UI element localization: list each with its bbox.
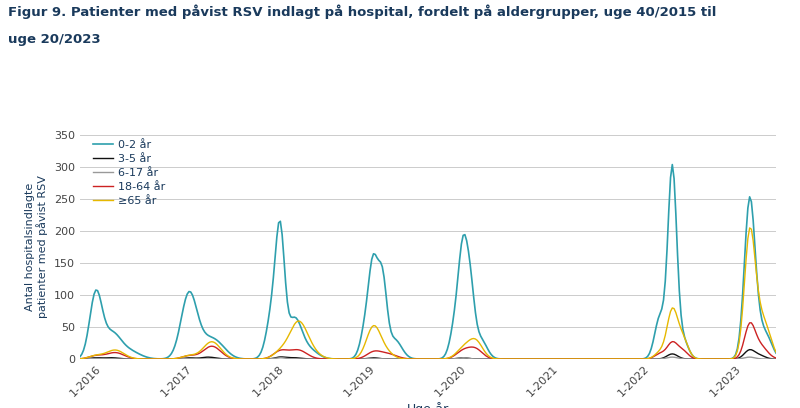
0-2 år [742, 230, 751, 235]
≥65 år [576, 357, 586, 361]
Line: 18-64 år: 18-64 år [80, 323, 776, 359]
≥65 år [490, 356, 499, 361]
Line: 3-5 år: 3-5 år [80, 350, 776, 359]
≥65 år [739, 282, 749, 286]
≥65 år [77, 356, 86, 361]
3-5 år [745, 347, 754, 352]
18-64 år [739, 336, 749, 341]
≥65 år [745, 226, 754, 231]
18-64 år [771, 355, 781, 360]
18-64 år [184, 353, 194, 358]
0-2 år [184, 289, 194, 294]
Line: 6-17 år: 6-17 år [80, 357, 776, 359]
3-5 år [771, 357, 781, 361]
≥65 år [158, 357, 167, 361]
6-17 år [158, 357, 167, 361]
0-2 år [432, 357, 442, 361]
Text: Figur 9. Patienter med påvist RSV indlagt på hospital, fordelt på aldergrupper, : Figur 9. Patienter med påvist RSV indlag… [8, 4, 716, 19]
6-17 år [75, 357, 85, 361]
Y-axis label: Antal hospitalsindlagte
patienter med påvist RSV: Antal hospitalsindlagte patienter med på… [25, 175, 49, 318]
0-2 år [667, 162, 677, 167]
3-5 år [739, 351, 749, 356]
3-5 år [184, 355, 194, 360]
≥65 år [75, 356, 85, 361]
6-17 år [432, 357, 442, 361]
6-17 år [667, 355, 677, 359]
Line: 0-2 år: 0-2 år [80, 164, 776, 359]
18-64 år [158, 357, 167, 361]
X-axis label: Uge-år: Uge-år [407, 402, 449, 408]
18-64 år [432, 357, 442, 361]
≥65 år [771, 350, 781, 355]
6-17 år [77, 357, 86, 361]
≥65 år [184, 353, 194, 358]
3-5 år [158, 357, 167, 361]
6-17 år [184, 356, 194, 361]
6-17 år [490, 357, 499, 361]
0-2 år [573, 357, 582, 361]
6-17 år [742, 355, 751, 360]
18-64 år [745, 320, 754, 325]
0-2 år [75, 354, 85, 359]
6-17 år [562, 357, 572, 361]
18-64 år [576, 357, 586, 361]
3-5 år [490, 357, 499, 361]
18-64 år [77, 356, 86, 361]
18-64 år [75, 356, 85, 361]
3-5 år [562, 357, 572, 361]
6-17 år [771, 357, 781, 361]
0-2 år [158, 356, 167, 361]
≥65 år [432, 357, 442, 361]
3-5 år [77, 357, 86, 361]
Text: uge 20/2023: uge 20/2023 [8, 33, 101, 46]
18-64 år [490, 356, 499, 361]
0-2 år [490, 355, 499, 360]
0-2 år [771, 350, 781, 355]
Legend: 0-2 år, 3-5 år, 6-17 år, 18-64 år, ≥65 år: 0-2 år, 3-5 år, 6-17 år, 18-64 år, ≥65 å… [93, 140, 166, 206]
3-5 år [432, 357, 442, 361]
Line: ≥65 år: ≥65 år [80, 228, 776, 359]
0-2 år [77, 352, 86, 357]
3-5 år [75, 357, 85, 361]
